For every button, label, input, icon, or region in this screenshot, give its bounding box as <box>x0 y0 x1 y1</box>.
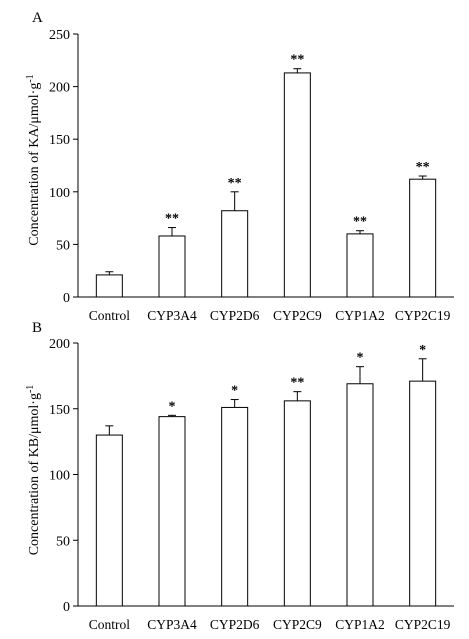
panel-b-y-axis-label-sup: -1 <box>25 385 36 393</box>
panel-b-bar <box>158 416 186 607</box>
panel-b-categories: Control CYP3A4 CYP2D6 CYP2C9 CYP1A2 CYP2C19 <box>89 617 451 632</box>
panel-a-significance: ** <box>290 53 304 68</box>
panel-b-category-label: CYP3A4 <box>147 617 197 632</box>
panel-a-ytick-label: 250 <box>49 28 70 43</box>
panel-a-bar <box>346 233 374 298</box>
panel-b-ytick-label: 100 <box>49 469 70 484</box>
panel-b-bars: ****** <box>95 343 437 607</box>
panel-a-ytick-label: 50 <box>56 238 70 253</box>
panel-a-ticks: 0 50 100 150 200 250 <box>49 28 78 306</box>
panel-a-significance: ** <box>165 212 179 227</box>
panel-b: B Concentration of KB/μmol·g-1 0 50 100 150… <box>25 320 454 632</box>
panel-a-bar <box>158 235 186 298</box>
panel-b-bar <box>409 380 437 607</box>
panel-a-ytick-label: 0 <box>63 291 70 306</box>
panel-a-category-label: CYP1A2 <box>335 308 385 323</box>
panel-a-category-label: Control <box>89 308 131 323</box>
panel-a-significance: ** <box>416 160 430 175</box>
panel-a-categories: Control CYP3A4 CYP2D6 CYP2C9 CYP1A2 CYP2C19 <box>89 308 451 323</box>
panel-a-category-label: CYP2C9 <box>273 308 322 323</box>
panel-a-y-axis-label-text: Concentration of KA/μmol·g <box>27 83 42 246</box>
panel-b-category-label: Control <box>89 617 131 632</box>
panel-a-label: A <box>32 10 43 26</box>
panel-b-y-axis-label: Concentration of KB/μmol·g-1 <box>25 385 43 556</box>
panel-b-bar <box>346 383 374 607</box>
panel-a-bar <box>409 178 437 298</box>
panel-a-category-label: CYP3A4 <box>147 308 197 323</box>
panel-b-y-axis-label-text: Concentration of KB/μmol·g <box>27 393 42 555</box>
panel-b-category-label: CYP1A2 <box>335 617 385 632</box>
panel-b-ticks: 0 50 100 150 200 <box>49 337 78 615</box>
panel-a-category-label: CYP2C19 <box>395 308 451 323</box>
panel-a-y-axis-label-sup: -1 <box>25 74 36 82</box>
panel-b-ytick-label: 50 <box>56 534 70 549</box>
panel-b-significance: * <box>231 384 238 399</box>
panel-b-significance: * <box>419 343 426 358</box>
panel-a-significance: ** <box>353 215 367 230</box>
panel-b-significance: * <box>169 399 176 414</box>
panel-a-bars: ** ** ** ** ** <box>95 53 437 298</box>
panel-b-category-label: CYP2C19 <box>395 617 451 632</box>
panel-b-bar <box>221 406 249 607</box>
panel-a-ytick-label: 200 <box>49 81 70 96</box>
panel-a-y-axis-label: Concentration of KA/μmol·g-1 <box>25 74 43 245</box>
panel-b-significance: * <box>357 351 364 366</box>
panel-a-bar <box>221 210 249 298</box>
panel-b-significance: ** <box>290 376 304 391</box>
panel-a-category-label: CYP2D6 <box>210 308 260 323</box>
panel-b-bar <box>283 400 311 607</box>
panel-a-significance: ** <box>228 176 242 191</box>
panel-a: A Concentration of KA/μmol·g-1 0 50 100 150… <box>25 10 454 323</box>
panel-b-label: B <box>32 320 42 336</box>
panel-a-ytick-label: 100 <box>49 186 70 201</box>
panel-a-bar <box>283 72 311 298</box>
panel-a-ytick-label: 150 <box>49 133 70 148</box>
panel-b-category-label: CYP2C9 <box>273 617 322 632</box>
panel-b-ytick-label: 0 <box>63 600 70 615</box>
panel-b-bar <box>95 434 123 607</box>
panel-b-ytick-label: 150 <box>49 403 70 418</box>
panel-b-category-label: CYP2D6 <box>210 617 260 632</box>
panel-b-ytick-label: 200 <box>49 337 70 352</box>
panel-a-bar <box>95 274 123 298</box>
